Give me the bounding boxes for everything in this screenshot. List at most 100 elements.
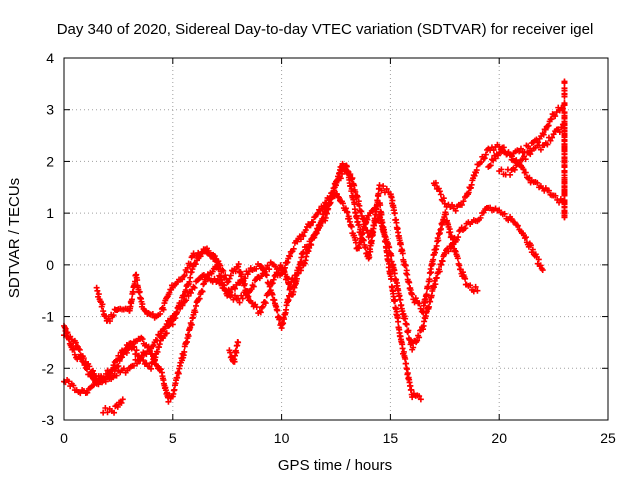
marker <box>355 245 362 252</box>
y-tick-label: -2 <box>42 360 55 376</box>
marker <box>290 288 297 295</box>
marker <box>198 249 205 256</box>
marker <box>148 365 155 372</box>
marker <box>517 145 524 152</box>
marker <box>119 396 126 403</box>
marker <box>66 336 73 343</box>
marker <box>522 234 529 241</box>
x-axis-label: GPS time / hours <box>278 457 392 474</box>
marker <box>73 342 80 349</box>
chart-title: Day 340 of 2020, Sidereal Day-to-day VTE… <box>57 21 594 38</box>
marker <box>436 268 443 275</box>
marker <box>556 199 563 206</box>
marker <box>462 275 469 282</box>
marker <box>458 201 465 208</box>
marker <box>374 199 381 206</box>
marker <box>449 201 456 208</box>
plot-frame <box>63 57 609 421</box>
marker <box>300 233 307 240</box>
marker <box>440 195 447 202</box>
marker <box>386 260 393 267</box>
marker <box>388 275 395 282</box>
x-tick-label: 20 <box>491 430 507 446</box>
marker <box>545 122 552 129</box>
marker <box>521 235 528 242</box>
marker <box>157 310 164 317</box>
marker <box>425 283 432 290</box>
marker <box>366 254 373 261</box>
marker <box>403 366 410 373</box>
marker <box>294 238 301 245</box>
marker <box>388 194 395 201</box>
marker <box>561 127 568 134</box>
marker <box>526 174 533 181</box>
marker <box>157 366 164 373</box>
marker <box>376 182 383 189</box>
marker <box>76 346 83 353</box>
y-tick-label: 2 <box>46 153 54 169</box>
marker <box>462 225 469 232</box>
marker <box>106 370 113 377</box>
marker <box>270 276 277 283</box>
marker <box>397 296 404 303</box>
marker <box>416 300 423 307</box>
marker <box>219 266 226 273</box>
marker <box>220 267 227 274</box>
marker <box>231 292 238 299</box>
marker <box>84 389 91 396</box>
marker <box>322 214 329 221</box>
marker <box>516 161 523 168</box>
marker <box>348 223 355 230</box>
marker <box>145 343 152 350</box>
grid-lines <box>64 58 608 420</box>
marker <box>561 150 568 157</box>
marker <box>169 321 176 328</box>
marker <box>404 370 411 377</box>
marker <box>403 321 410 328</box>
marker <box>172 315 179 322</box>
marker <box>409 291 416 298</box>
marker <box>548 115 555 122</box>
marker <box>245 268 252 275</box>
marker <box>377 202 384 209</box>
marker <box>482 151 489 158</box>
marker <box>290 245 297 252</box>
marker <box>389 197 396 204</box>
marker <box>120 365 127 372</box>
marker <box>71 346 78 353</box>
marker <box>335 194 342 201</box>
marker <box>115 352 122 359</box>
marker <box>227 289 234 296</box>
marker <box>527 242 534 249</box>
marker <box>64 329 71 336</box>
marker <box>472 283 479 290</box>
marker <box>442 211 449 218</box>
marker <box>378 187 385 194</box>
marker <box>266 266 273 273</box>
marker <box>542 126 549 133</box>
marker <box>213 256 220 263</box>
marker <box>138 353 145 360</box>
marker <box>264 262 271 269</box>
marker <box>561 93 568 100</box>
marker <box>501 210 508 217</box>
marker <box>263 272 270 279</box>
marker <box>134 360 141 367</box>
marker <box>527 151 534 158</box>
marker <box>127 340 134 347</box>
marker <box>460 198 467 205</box>
marker <box>136 288 143 295</box>
marker <box>262 300 269 307</box>
marker <box>90 367 97 374</box>
marker <box>250 283 257 290</box>
marker <box>259 303 266 310</box>
marker <box>550 131 557 138</box>
marker <box>280 320 287 327</box>
marker <box>258 264 265 271</box>
marker <box>80 359 87 366</box>
marker <box>140 357 147 364</box>
marker <box>354 193 361 200</box>
marker <box>95 291 102 298</box>
marker <box>414 337 421 344</box>
marker <box>545 187 552 194</box>
